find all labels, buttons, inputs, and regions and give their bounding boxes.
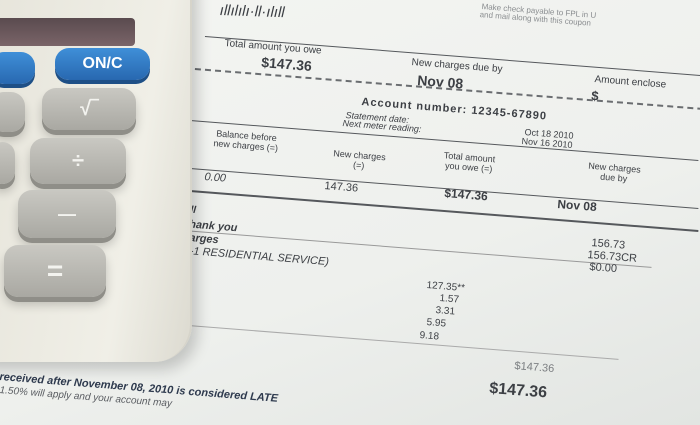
divide-key[interactable]: ÷ — [30, 138, 126, 184]
charge-amount: 9.18 — [419, 330, 440, 343]
summary-value: 0.00 — [204, 171, 227, 185]
calculator-display — [0, 18, 135, 46]
charge-amount: 5.95 — [426, 317, 447, 330]
charge-amount: 127.35** — [426, 280, 466, 294]
line-label: RS-1 RESIDENTIAL SERVICE) — [174, 244, 330, 269]
calculator: ON/C √‾ ÷ — = — [0, 0, 192, 362]
blue-key[interactable] — [0, 52, 35, 84]
sqrt-key[interactable]: √‾ — [42, 88, 136, 130]
equals-key[interactable]: = — [4, 245, 106, 297]
right-amount: $0.00 — [589, 261, 618, 276]
coupon-enclosed-label: Amount enclose — [594, 74, 667, 91]
summary-header: Total amount you owe (=) — [443, 150, 496, 175]
barcode: ıllılılı·ll·ılıll — [219, 2, 285, 22]
divider — [149, 322, 619, 360]
coupon-total-value: $147.36 — [260, 54, 313, 74]
on-c-key[interactable]: ON/C — [55, 48, 150, 80]
charge-amount: 1.57 — [439, 293, 460, 306]
calculator-key[interactable] — [0, 142, 15, 184]
subtotal: $147.36 — [514, 360, 555, 376]
calculator-key[interactable] — [0, 92, 25, 132]
summary-header: Balance before new charges (=) — [213, 128, 279, 154]
summary-value: $147.36 — [443, 186, 489, 204]
summary-header: New charges (=) — [332, 148, 387, 171]
summary-value: 147.36 — [324, 180, 359, 195]
total-amount: $147.36 — [488, 380, 548, 402]
charge-amount: 3.31 — [435, 305, 456, 318]
meter-label: Next meter reading: — [342, 118, 422, 135]
summary-header: New charges due by — [587, 160, 642, 184]
minus-key[interactable]: — — [18, 190, 116, 238]
summary-value: Nov 08 — [556, 197, 598, 215]
